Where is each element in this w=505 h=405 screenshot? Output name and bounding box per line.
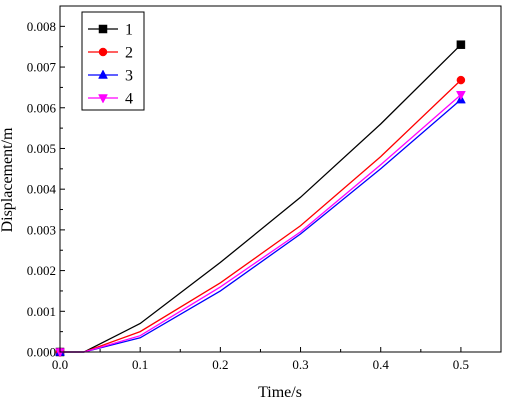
series-2 [55, 75, 466, 357]
legend-marker-4 [98, 94, 108, 104]
legend-label-1: 1 [125, 22, 133, 39]
point-1-6 [456, 40, 466, 49]
legend-box [81, 11, 145, 111]
y-tick-label-6: 0.006 [27, 100, 57, 115]
plot-frame [59, 5, 502, 353]
series-line-2 [60, 79, 462, 353]
y-tick-label-8: 0.008 [27, 19, 56, 34]
x-tick-label-2: 0.2 [212, 357, 228, 372]
point-4-6 [455, 90, 466, 101]
series-line-4 [60, 94, 462, 353]
x-axis-title: Time/s [258, 384, 302, 401]
series-4 [55, 90, 466, 358]
y-tick-label-3: 0.003 [27, 222, 56, 237]
legend-entry-2: 2 [88, 45, 133, 62]
legend-entry-4: 4 [88, 91, 133, 108]
x-tick-label-4: 0.4 [373, 357, 390, 372]
x-tick-label-5: 0.5 [453, 357, 469, 372]
legend-marker-1 [98, 24, 108, 34]
legend-entry-3: 3 [88, 68, 133, 85]
axis-tick-labels: 0.0 0.1 0.2 0.3 0.4 0.5 0.000 0.001 0.002 0.003 0.… [27, 19, 469, 372]
legend-marker-3 [98, 69, 108, 79]
y-tick-label-0: 0.000 [27, 345, 56, 360]
y-tick-label-5: 0.005 [27, 141, 56, 156]
x-tick-label-3: 0.3 [292, 357, 308, 372]
x-tick-label-1: 0.1 [132, 357, 148, 372]
legend-entry-1: 1 [88, 22, 133, 39]
x-tick-label-0: 0.0 [52, 357, 68, 372]
y-tick-label-7: 0.007 [27, 60, 57, 75]
legend: 1 2 3 4 [81, 11, 145, 111]
y-tick-label-2: 0.002 [27, 263, 56, 278]
point-2-6 [456, 75, 466, 85]
legend-label-3: 3 [125, 68, 133, 85]
y-tick-label-1: 0.001 [27, 304, 56, 319]
legend-label-2: 2 [125, 45, 133, 62]
legend-marker-2 [98, 47, 108, 57]
legend-label-4: 4 [125, 91, 133, 108]
y-tick-label-4: 0.004 [27, 182, 57, 197]
y-axis-title: Displacement/m [0, 127, 16, 232]
